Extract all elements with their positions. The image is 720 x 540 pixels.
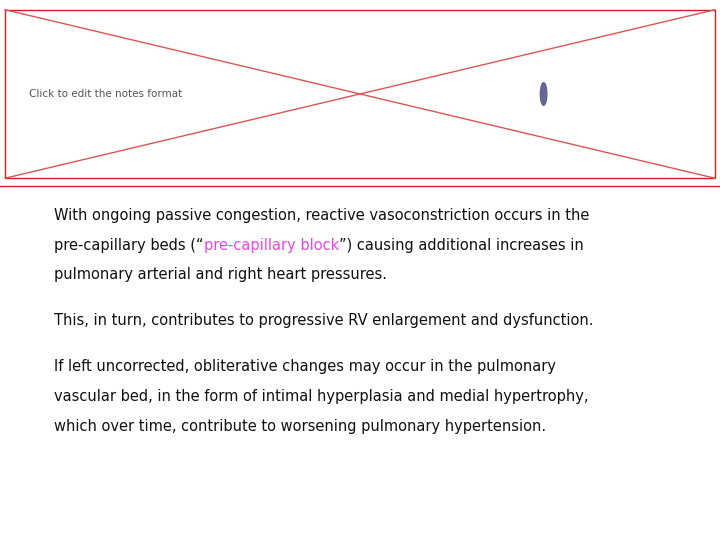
- Text: This, in turn, contributes to progressive RV enlargement and dysfunction.: This, in turn, contributes to progressiv…: [54, 313, 593, 328]
- Text: ”) causing additional increases in: ”) causing additional increases in: [338, 238, 583, 253]
- Text: pre-capillary block: pre-capillary block: [204, 238, 338, 253]
- Text: With ongoing passive congestion, reactive vasoconstriction occurs in the: With ongoing passive congestion, reactiv…: [54, 208, 590, 223]
- Text: Click to edit the notes format: Click to edit the notes format: [29, 89, 182, 99]
- Text: pulmonary arterial and right heart pressures.: pulmonary arterial and right heart press…: [54, 267, 387, 282]
- Bar: [5, 10, 715, 178]
- Text: pre-capillary beds (“: pre-capillary beds (“: [54, 238, 204, 253]
- Text: If left uncorrected, obliterative changes may occur in the pulmonary: If left uncorrected, obliterative change…: [54, 359, 556, 374]
- Text: which over time, contribute to worsening pulmonary hypertension.: which over time, contribute to worsening…: [54, 418, 546, 434]
- Ellipse shape: [540, 83, 547, 105]
- Text: vascular bed, in the form of intimal hyperplasia and medial hypertrophy,: vascular bed, in the form of intimal hyp…: [54, 389, 588, 404]
